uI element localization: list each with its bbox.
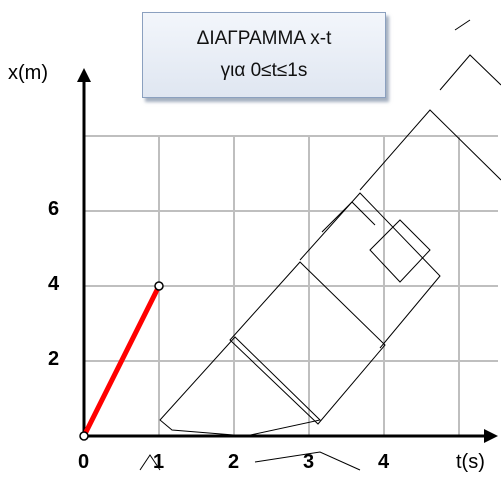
axes: [77, 68, 498, 443]
y-tick-label: 2: [48, 348, 60, 370]
chart-title: ΔΙΑΓΡΑΜΜΑ x-t: [196, 28, 332, 49]
x-tick-label: 0: [78, 451, 90, 473]
x-tick-label: 4: [378, 451, 390, 473]
x-tick-label: 2: [228, 451, 240, 473]
y-axis-arrowhead: [77, 68, 91, 82]
x-tick-label: 3: [303, 451, 315, 473]
chart-title-box: ΔΙΑΓΡΑΜΜΑ x-t για 0≤t≤1s: [142, 12, 386, 98]
series-layer: [79, 281, 164, 441]
series-line: [81, 284, 162, 438]
watermark-logo: [139, 19, 501, 471]
x-axis-arrowhead: [484, 429, 498, 443]
x-axis-label: t(s): [456, 451, 485, 473]
y-axis-label: x(m): [8, 62, 48, 84]
chart-subtitle: για 0≤t≤1s: [220, 60, 308, 81]
data-point: [79, 431, 89, 441]
grid: [84, 135, 498, 436]
y-tick-label: 6: [48, 198, 60, 220]
y-tick-label: 4: [48, 273, 60, 295]
data-point: [154, 281, 164, 291]
x-tick-label: 1: [153, 451, 165, 473]
